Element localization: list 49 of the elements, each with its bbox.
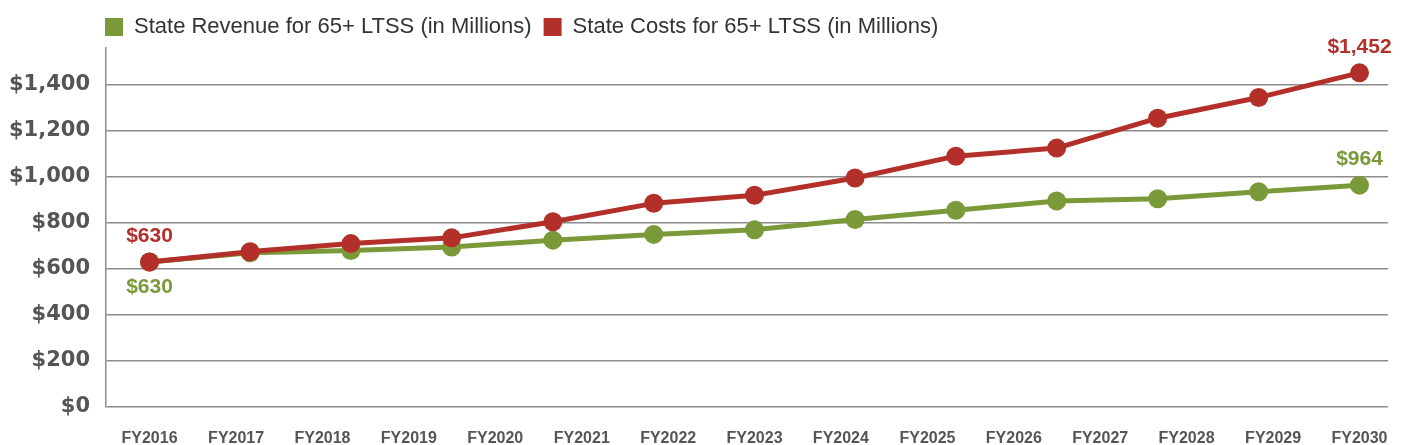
data-label: $1,452 [1327,33,1392,57]
x-tick-label: FY2030 [1331,429,1388,445]
point [1148,108,1168,128]
point [845,168,865,188]
x-tick-label: FY2024 [812,429,869,445]
x-tick-label: FY2017 [208,429,265,445]
y-tick-label: $400 [31,301,90,326]
x-tick-label: FY2023 [726,429,783,445]
data-label: $630 [126,222,173,246]
point [644,193,664,213]
point [946,146,966,166]
x-tick-label: FY2020 [467,429,524,445]
point [1047,191,1067,211]
point [543,230,563,250]
point [1249,182,1269,202]
y-tick-label: $1,200 [8,117,90,142]
legend-label: State Costs for 65+ LTSS (in Millions) [572,13,939,39]
point [543,212,563,232]
point [745,220,765,240]
point [845,209,865,229]
x-tick-label: FY2025 [899,429,956,445]
point [1349,63,1369,83]
x-tick-label: FY2028 [1158,429,1215,445]
legend-label: State Revenue for 65+ LTSS (in Millions) [134,13,532,39]
x-tick-label: FY2022 [640,429,697,445]
x-tick-label: FY2018 [294,429,351,445]
x-tick-label: FY2021 [553,429,610,445]
x-tick-label: FY2026 [985,429,1042,445]
x-tick-label: FY2027 [1072,429,1129,445]
point [644,224,664,244]
point [1148,189,1168,209]
y-tick-label: $200 [31,347,90,372]
data-label: $964 [1336,145,1384,169]
x-tick-label: FY2019 [380,429,437,445]
point [946,200,966,220]
point [1349,175,1369,195]
point [442,228,462,248]
y-tick-label: $800 [31,209,90,234]
point [1047,138,1067,158]
data-label: $630 [126,273,173,297]
y-tick-label: $0 [60,393,90,418]
y-tick-label: $600 [31,255,90,280]
point [1249,87,1269,107]
point [341,234,361,254]
y-tick-label: $1,400 [8,71,90,96]
x-tick-label: FY2016 [121,429,178,445]
y-tick-label: $1,000 [8,163,90,188]
point [745,185,765,205]
x-tick-label: FY2029 [1245,429,1302,445]
